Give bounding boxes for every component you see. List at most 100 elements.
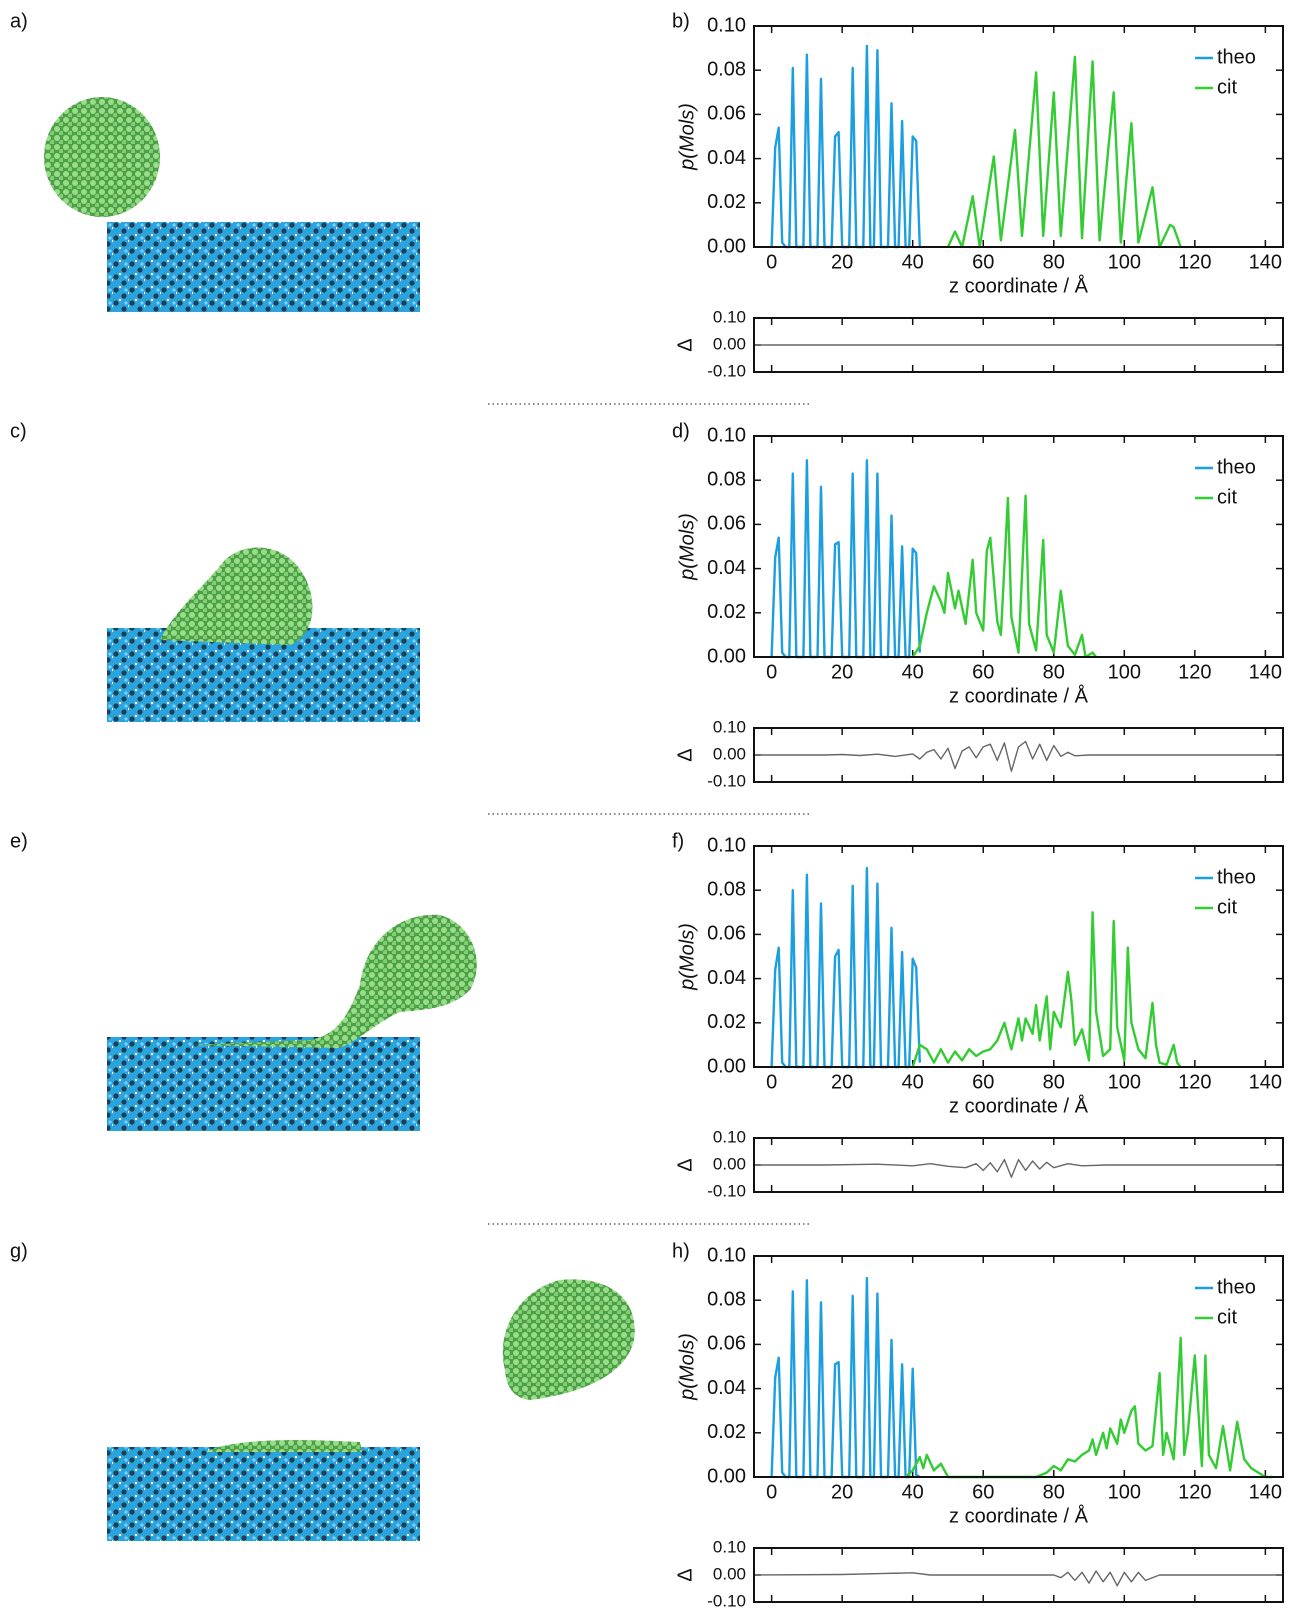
panel-label: e): [10, 830, 28, 852]
plot-frame: [753, 845, 1284, 1068]
x-tick-label: 20: [831, 1071, 853, 1093]
snapshot-e: [107, 914, 477, 1131]
y-tick-label: 0.06: [707, 513, 746, 535]
x-tick-label: 100: [1108, 661, 1141, 683]
x-axis-title: z coordinate / Å: [949, 274, 1089, 297]
plot-frame: [753, 25, 1284, 248]
plot-frame: [753, 435, 1284, 658]
series-line: [770, 459, 921, 659]
y-axis-title: Δ: [674, 338, 696, 351]
panel-label: c): [10, 420, 27, 442]
legend-label: cit: [1217, 896, 1237, 918]
x-tick-label: 80: [1043, 1071, 1065, 1093]
series-line: [946, 55, 1182, 249]
x-tick-label: 60: [972, 1071, 994, 1093]
legend-label: cit: [1217, 1306, 1237, 1328]
y-tick-label: 0.04: [707, 147, 746, 169]
x-tick-label: 140: [1249, 661, 1282, 683]
y-tick-label: 0.06: [707, 923, 746, 945]
delta-line: [754, 1158, 1283, 1178]
y-tick-label: 0.10: [713, 1537, 746, 1556]
x-tick-label: 80: [1043, 251, 1065, 273]
panel-label: d): [672, 420, 690, 442]
y-tick-label: 0.00: [713, 334, 746, 353]
y-tick-label: 0.02: [707, 1011, 746, 1033]
y-tick-label: -0.10: [707, 361, 746, 380]
x-tick-label: 80: [1043, 661, 1065, 683]
plot-frame: [753, 317, 1284, 373]
x-tick-label: 140: [1249, 1481, 1282, 1503]
y-tick-label: 0.10: [707, 14, 746, 36]
y-tick-label: 0.10: [707, 424, 746, 446]
separators: [488, 403, 810, 1225]
x-tick-label: 140: [1249, 1071, 1282, 1093]
y-tick-label: 0.10: [713, 717, 746, 736]
x-tick-label: 120: [1178, 1071, 1211, 1093]
plot-frame: [753, 727, 1284, 783]
y-tick-label: -0.10: [707, 1181, 746, 1200]
x-tick-label: 100: [1108, 251, 1141, 273]
y-tick-label: 0.10: [707, 1244, 746, 1266]
plot-frame: [753, 1137, 1284, 1193]
x-axis-title: z coordinate / Å: [949, 1504, 1089, 1527]
panel-label: h): [672, 1240, 690, 1262]
plot-frame: [753, 1547, 1284, 1603]
x-tick-label: 120: [1178, 661, 1211, 683]
panel-label: b): [672, 10, 690, 32]
legend-label: theo: [1217, 1276, 1256, 1298]
legend-label: theo: [1217, 46, 1256, 68]
y-tick-label: 0.00: [707, 645, 746, 667]
y-tick-label: 0.08: [707, 58, 746, 80]
x-tick-label: 40: [902, 251, 924, 273]
x-tick-label: 100: [1108, 1071, 1141, 1093]
panel-label: g): [10, 1240, 28, 1262]
snapshot-a: [44, 97, 420, 312]
x-tick-label: 20: [831, 251, 853, 273]
y-tick-label: 0.00: [713, 1154, 746, 1173]
x-tick-label: 0: [766, 251, 777, 273]
x-tick-label: 60: [972, 251, 994, 273]
y-tick-label: 0.06: [707, 1333, 746, 1355]
panel-label: f): [672, 830, 684, 852]
snapshot-g: [107, 1279, 635, 1541]
x-tick-label: 120: [1178, 1481, 1211, 1503]
y-tick-label: 0.00: [707, 235, 746, 257]
y-axis-title: p(Mols): [676, 923, 698, 991]
y-axis-title: Δ: [674, 1568, 696, 1581]
x-tick-label: 100: [1108, 1481, 1141, 1503]
x-tick-label: 0: [766, 1481, 777, 1503]
y-tick-label: 0.06: [707, 103, 746, 125]
series-line: [904, 1336, 1273, 1479]
legend-label: theo: [1217, 866, 1256, 888]
x-axis-title: z coordinate / Å: [949, 684, 1089, 707]
y-axis-title: Δ: [674, 748, 696, 761]
y-tick-label: 0.10: [713, 1127, 746, 1146]
series-line: [770, 866, 921, 1069]
y-tick-label: 0.04: [707, 1377, 746, 1399]
x-tick-label: 40: [902, 661, 924, 683]
y-tick-label: 0.02: [707, 191, 746, 213]
x-tick-label: 0: [766, 1071, 777, 1093]
x-tick-label: 120: [1178, 251, 1211, 273]
series-line: [911, 494, 1098, 659]
series-line: [770, 44, 921, 249]
series-line: [911, 911, 1182, 1068]
y-tick-label: 0.00: [707, 1465, 746, 1487]
y-tick-label: -0.10: [707, 1591, 746, 1610]
x-tick-label: 40: [902, 1071, 924, 1093]
y-tick-label: 0.00: [707, 1055, 746, 1077]
legend-label: theo: [1217, 456, 1256, 478]
x-tick-label: 20: [831, 1481, 853, 1503]
y-tick-label: 0.02: [707, 601, 746, 623]
delta-line: [754, 740, 1283, 772]
x-axis-title: z coordinate / Å: [949, 1094, 1089, 1117]
x-tick-label: 40: [902, 1481, 924, 1503]
x-tick-label: 0: [766, 661, 777, 683]
panel-label: a): [10, 10, 28, 32]
x-tick-label: 60: [972, 1481, 994, 1503]
x-tick-label: 140: [1249, 251, 1282, 273]
series-line: [770, 1276, 921, 1479]
x-tick-label: 20: [831, 661, 853, 683]
y-axis-title: p(Mols): [676, 513, 698, 581]
